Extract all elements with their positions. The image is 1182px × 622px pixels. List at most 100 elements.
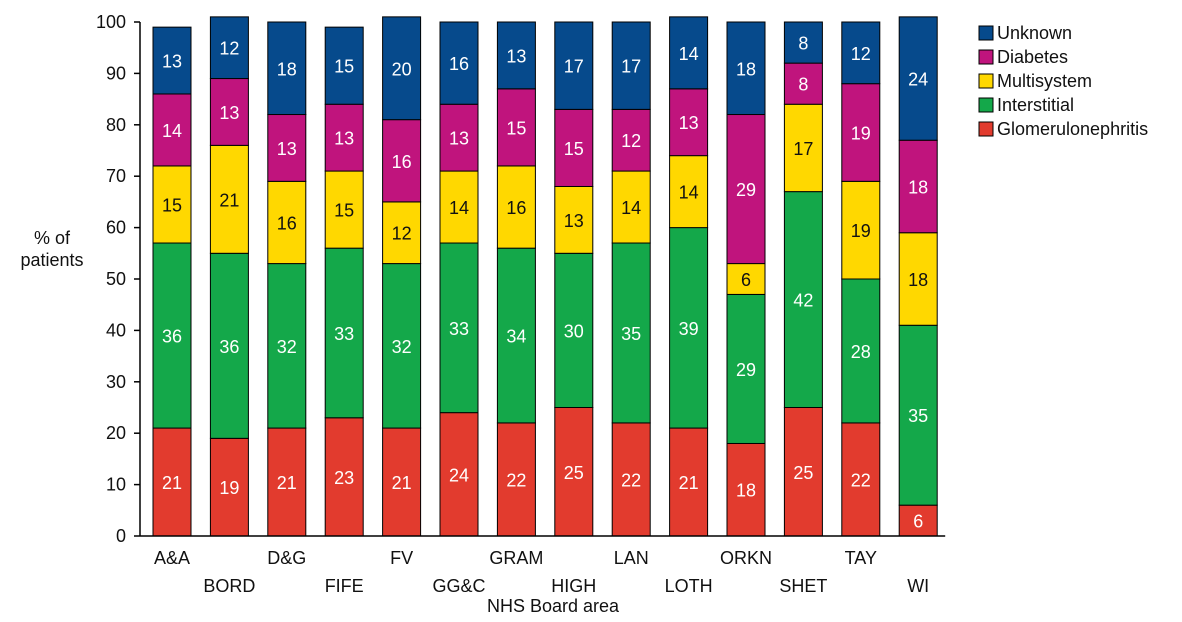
data-label: 13 [219,103,239,123]
bar-segment-glomerulonephritis [611,422,651,537]
y-axis-title: % of patients [20,228,83,270]
bar-segment-unknown [382,16,422,121]
data-label: 28 [851,342,871,362]
legend-label: Multisystem [997,71,1092,91]
x-tick-label: FV [390,548,413,568]
data-label: 29 [736,180,756,200]
data-label: 15 [506,118,526,138]
bar-segment-interstitial [726,293,766,444]
x-tick-label: A&A [154,548,190,568]
data-label: 14 [621,198,641,218]
bar-segment-multisystem [669,155,709,229]
data-label: 6 [741,270,751,290]
bars: 21 36 15 14 13 19 36 21 13 12 21 32 16 13 18 23 33 15 13 15… [152,16,938,537]
bar-stack-GG&C: 24 33 14 13 16 [439,21,479,537]
data-label: 15 [334,57,354,77]
data-label: 42 [793,291,813,311]
legend-label: Interstitial [997,95,1074,115]
bar-stack-A&A: 21 36 15 14 13 [152,26,192,537]
data-label: 13 [506,46,526,66]
x-tick-label: LAN [614,548,649,568]
bar-segment-glomerulonephritis [324,417,364,537]
bar-segment-multisystem [783,103,823,193]
x-tick-label: GRAM [489,548,543,568]
x-tick-label: WI [907,576,929,596]
data-label: 33 [334,324,354,344]
data-label: 8 [798,75,808,95]
data-label: 17 [564,57,584,77]
bar-segment-multisystem [267,180,307,265]
data-label: 14 [679,44,699,64]
bar-segment-unknown [496,21,536,90]
data-label: 21 [219,190,239,210]
bar-stack-HIGH: 25 30 13 15 17 [554,21,594,537]
data-label: 6 [913,512,923,532]
y-tick-label: 90 [106,63,126,83]
bar-segment-glomerulonephritis [898,504,938,537]
y-tick-label: 70 [106,166,126,186]
x-tick-label: HIGH [551,576,596,596]
data-label: 19 [219,478,239,498]
bar-segment-unknown [439,21,479,105]
legend-item-interstitial: Interstitial [978,95,1074,115]
data-label: 12 [392,224,412,244]
data-label: 13 [334,129,354,149]
y-tick-label: 80 [106,115,126,135]
bar-segment-diabetes [382,119,422,203]
legend-label: Glomerulonephritis [997,119,1148,139]
bar-segment-diabetes [669,88,709,157]
bar-segment-unknown [152,26,192,95]
data-label: 25 [793,463,813,483]
data-label: 23 [334,468,354,488]
bar-segment-unknown [554,21,594,110]
y-tick-label: 100 [96,12,126,32]
data-label: 19 [851,221,871,241]
bar-segment-interstitial [439,242,479,414]
bar-segment-glomerulonephritis [382,427,422,537]
bar-segment-interstitial [841,278,881,424]
y-tick-label: 20 [106,423,126,443]
data-label: 16 [449,54,469,74]
data-label: 21 [392,473,412,493]
data-label: 14 [449,198,469,218]
bar-segment-unknown [324,26,364,105]
bar-stack-FIFE: 23 33 15 13 15 [324,26,364,537]
data-label: 21 [162,473,182,493]
data-label: 15 [564,139,584,159]
bar-segment-interstitial [783,191,823,408]
legend-label: Unknown [997,23,1072,43]
bar-segment-unknown [669,16,709,90]
data-label: 22 [851,470,871,490]
bar-segment-diabetes [611,108,651,172]
bar-segment-interstitial [611,242,651,424]
x-tick-label: D&G [267,548,306,568]
y-axis-title-line-1: % of [34,228,71,248]
data-label: 36 [219,337,239,357]
data-label: 15 [334,201,354,221]
bar-segment-glomerulonephritis [554,407,594,537]
bar-segment-multisystem [324,170,364,249]
data-label: 16 [506,198,526,218]
bar-segment-multisystem [496,165,536,249]
data-label: 8 [798,34,808,54]
data-label: 18 [736,481,756,501]
data-label: 35 [621,324,641,344]
bar-segment-diabetes [726,114,766,265]
bar-stack-LOTH: 21 39 14 13 14 [669,16,709,537]
data-label: 18 [908,177,928,197]
bar-stack-BORD: 19 36 21 13 12 [209,16,249,537]
data-label: 13 [162,52,182,72]
bar-stack-GRAM: 22 34 16 15 13 [496,21,536,537]
data-label: 25 [564,463,584,483]
y-axis-title-line-2: patients [20,250,83,270]
legend-swatch [978,49,994,65]
data-label: 13 [449,129,469,149]
bar-segment-multisystem [152,165,192,244]
x-tick-label: SHET [779,576,827,596]
data-label: 18 [736,59,756,79]
bar-stack-SHET: 25 42 17 8 8 [783,21,823,537]
bar-stack-TAY: 22 28 19 19 12 [841,21,881,537]
data-label: 12 [851,44,871,64]
data-label: 14 [679,183,699,203]
y-tick-label: 0 [116,526,126,546]
